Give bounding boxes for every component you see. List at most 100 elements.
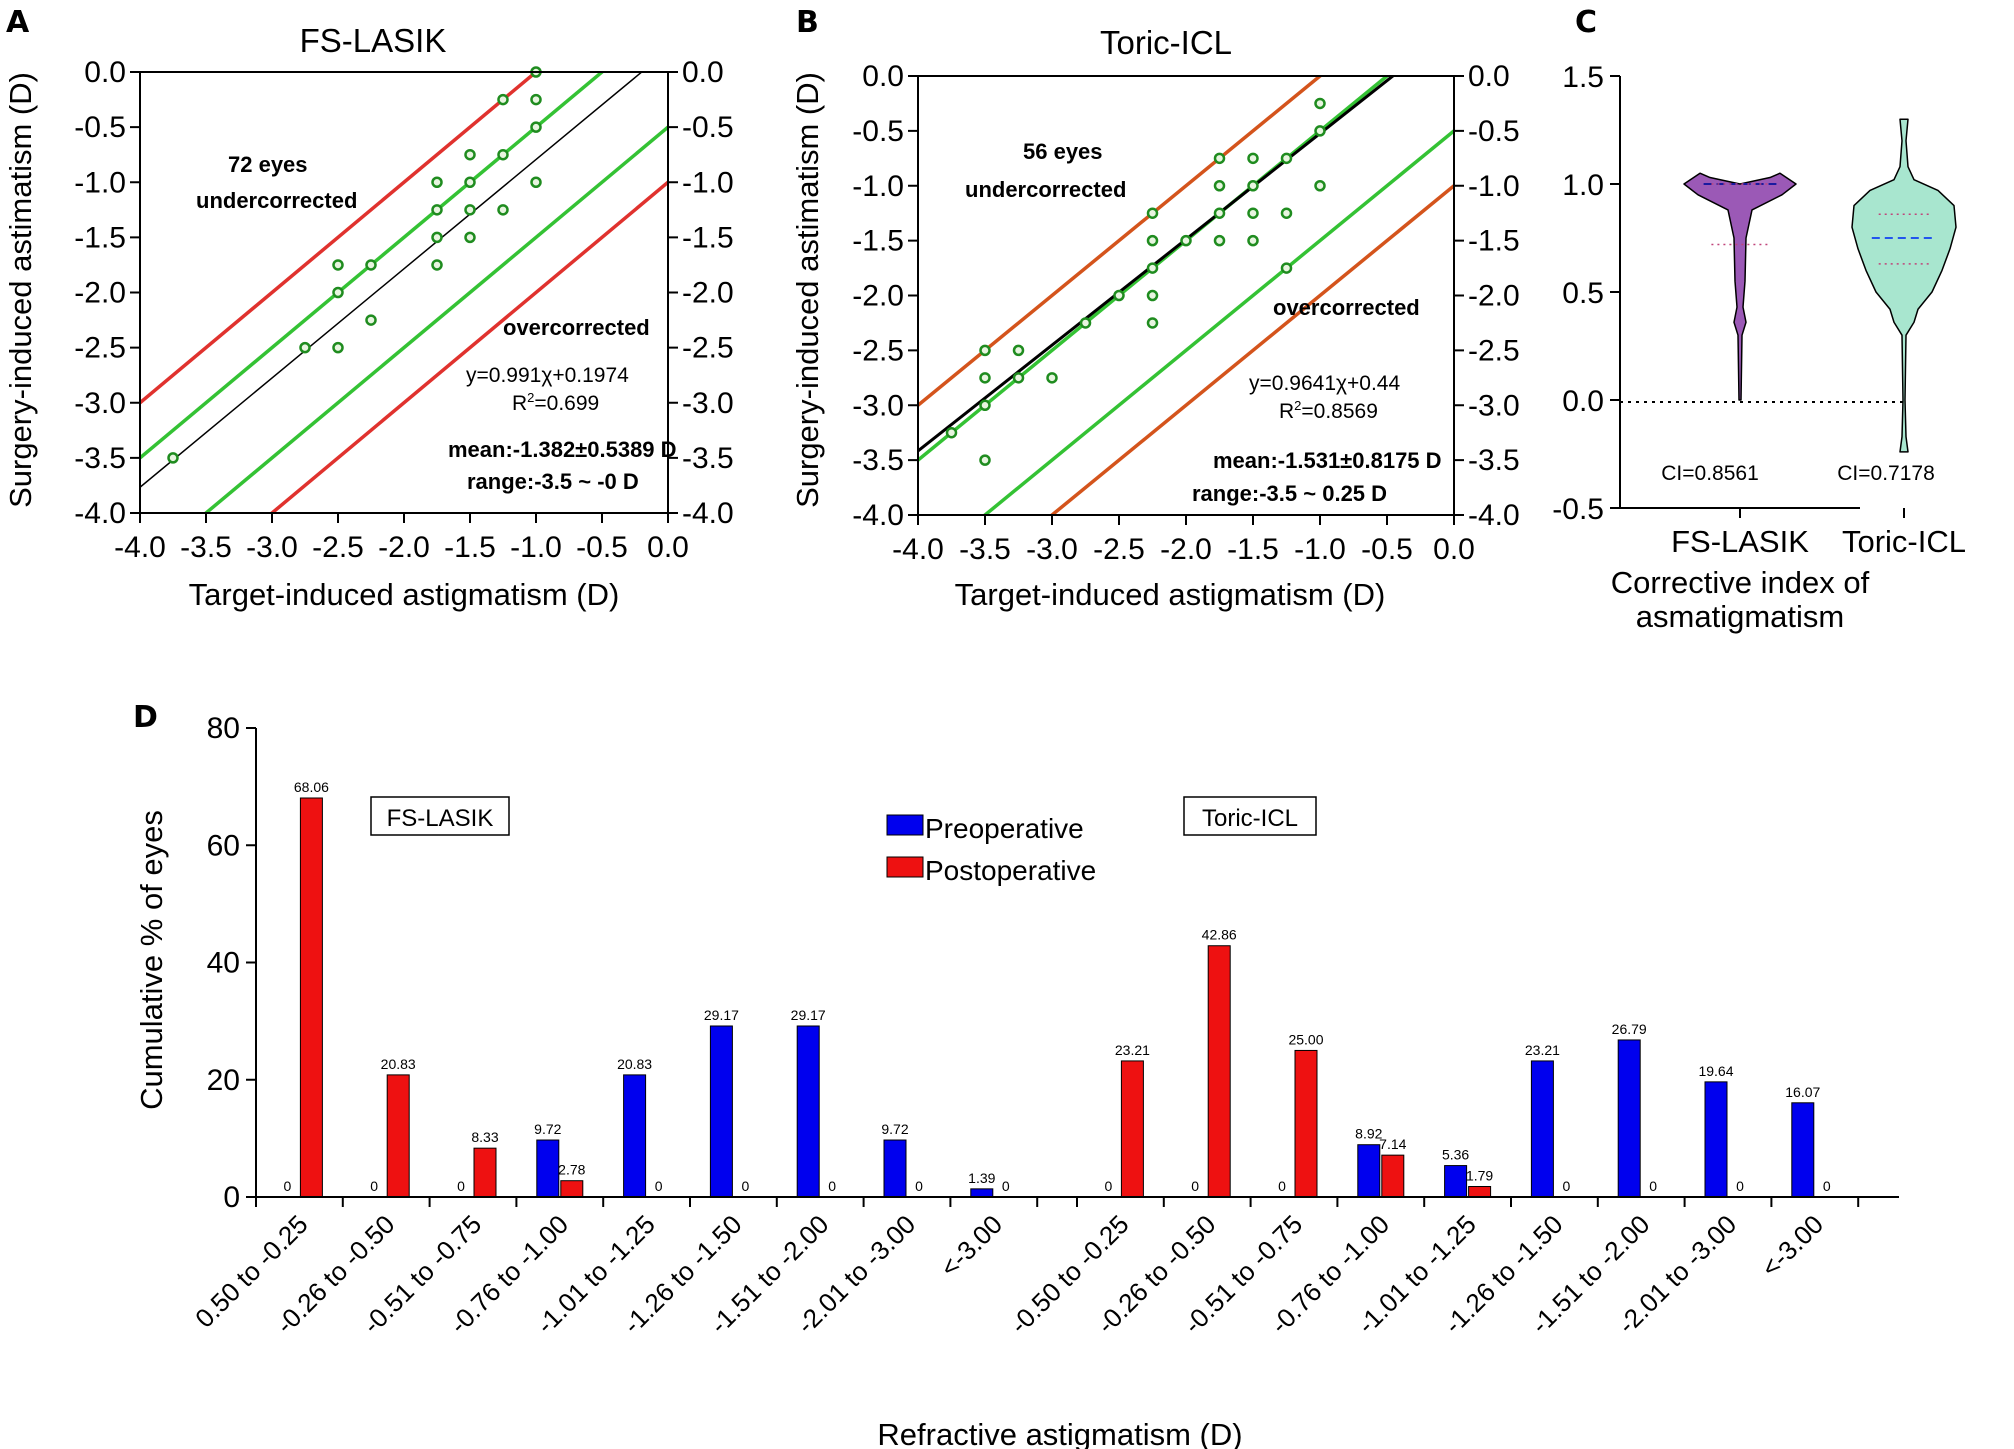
panel-b-undercorrected-label: undercorrected — [965, 177, 1126, 202]
b-data-point — [1247, 152, 1259, 165]
b-data-point — [979, 344, 991, 357]
panel-b-eye-count: 56 eyes — [1023, 139, 1103, 164]
panel-c-ci-label-fs-lasik: CI=0.8561 — [1661, 462, 1759, 485]
y-tick-label: 0 — [223, 1181, 240, 1214]
a-data-point — [464, 204, 476, 216]
panel-d-group-label-toric-icl: Toric-ICL — [1202, 805, 1298, 832]
bar-preoperative — [623, 1074, 647, 1198]
panel-c-y-ticks: 1.5 1.0 0.5 0.0 -0.5 — [1552, 61, 1620, 526]
panel-a-x-axis-label: Target-induced astigmatism (D) — [189, 577, 620, 612]
data-label-postoperative: 1.79 — [1466, 1168, 1493, 1184]
data-label-preoperative: 0 — [1278, 1178, 1286, 1194]
b-reference-line-3 — [1049, 184, 1454, 515]
x-tick-label: -3.0 — [246, 531, 298, 564]
panel-b-x-ticks: -4.0 -3.5 -3.0 -2.5 -2.0 -1.5 -1.0 -0.5 0.0 — [892, 515, 1475, 566]
y-tick-label-right: -1.5 — [682, 221, 734, 254]
bar-postoperative — [1468, 1186, 1492, 1198]
panel-a-overcorrected-label: overcorrected — [503, 315, 650, 340]
y-tick-label-right: -2.5 — [682, 332, 734, 365]
b-data-point — [979, 372, 991, 384]
data-label-preoperative: 0 — [284, 1178, 292, 1194]
panel-letter-d: D — [133, 700, 158, 735]
b-data-point — [979, 454, 991, 466]
b-data-point — [945, 426, 958, 439]
b-data-point — [1146, 207, 1159, 219]
y-tick-label-left: -3.0 — [74, 387, 126, 420]
a-reference-line-3 — [269, 180, 668, 513]
b-data-point — [1213, 180, 1226, 192]
x-tick-label: 0.0 — [647, 531, 689, 564]
b-data-point — [1213, 152, 1226, 165]
y-tick-label: 80 — [207, 712, 240, 745]
panel-d-y-ticks: 80 60 40 20 0 — [207, 712, 256, 1214]
data-label-postoperative: 68.06 — [294, 779, 329, 795]
a-data-point — [464, 176, 476, 188]
y-tick-label-right: -2.0 — [1468, 280, 1520, 313]
data-label-preoperative: 0 — [1191, 1178, 1199, 1194]
a-data-point — [530, 93, 542, 106]
b-data-point — [1113, 289, 1125, 302]
b-data-point — [1314, 97, 1326, 110]
a-data-point — [332, 286, 344, 299]
a-data-point — [464, 231, 476, 244]
y-tick-label-left: -2.0 — [852, 280, 904, 313]
panel-d-legend: Preoperative Postoperative — [886, 813, 1096, 886]
y-tick-label-left: -1.0 — [74, 166, 126, 199]
y-tick-label: 1.5 — [1562, 61, 1604, 94]
y-tick-label: 0.0 — [1562, 385, 1604, 418]
y-tick-label-right: -3.0 — [1468, 389, 1520, 422]
panel-a-y-ticks-right: 0.0 -0.5 -1.0 -1.5 -2.0 -2.5 -3.0 -3.5 -4.0 — [668, 56, 734, 530]
panel-a-points — [167, 66, 542, 464]
bar-preoperative — [1530, 1060, 1554, 1198]
b-data-point — [1146, 262, 1159, 274]
panel-a-y-axis-label: Surgery-induced astimatism (D) — [3, 72, 38, 508]
x-tick-label: -2.5 — [1093, 533, 1145, 566]
panel-c-violins — [1683, 118, 1957, 453]
b-data-point — [1280, 262, 1293, 274]
panel-d-group-label-fs-lasik: FS-LASIK — [387, 805, 494, 832]
bar-preoperative — [1444, 1165, 1468, 1198]
bar-preoperative — [1617, 1039, 1641, 1198]
x-category-label: <-3.00 — [1755, 1209, 1829, 1283]
panel-d-data-labels: 0 68.06 0 20.83 0 8.33 9.72 2.78 20.83 0 29.17 0 29.… — [284, 779, 1831, 1194]
data-label-preoperative: 16.07 — [1785, 1084, 1820, 1100]
b-data-point — [1247, 180, 1259, 192]
data-label-postoperative: 25.00 — [1288, 1031, 1323, 1047]
a-data-point — [431, 259, 443, 271]
y-tick-label-right: -1.0 — [682, 166, 734, 199]
b-data-point — [1247, 207, 1259, 219]
y-tick-label-right: -4.0 — [682, 497, 734, 530]
panel-b-points — [945, 97, 1326, 466]
b-data-point — [1314, 180, 1326, 192]
a-data-point — [332, 341, 344, 354]
x-tick-label: 0.0 — [1433, 533, 1475, 566]
b-data-point — [1146, 289, 1159, 302]
b-data-point — [1012, 372, 1025, 384]
data-label-postoperative: 0 — [1563, 1178, 1571, 1194]
b-data-point — [979, 399, 991, 411]
data-label-preoperative: 23.21 — [1525, 1042, 1560, 1058]
y-tick-label-right: 0.0 — [682, 56, 724, 89]
panel-b-y-axis-label: Surgery-induced astimatism (D) — [790, 72, 825, 508]
a-data-point — [431, 231, 443, 244]
data-label-preoperative: 26.79 — [1612, 1021, 1647, 1037]
data-label-postoperative: 0 — [1002, 1178, 1010, 1194]
data-label-preoperative: 29.17 — [704, 1007, 739, 1023]
bar-postoperative — [1381, 1154, 1405, 1198]
bar-postoperative — [299, 797, 323, 1198]
y-tick-label-left: -4.0 — [74, 497, 126, 530]
y-tick-label-left: -0.5 — [74, 111, 126, 144]
b-data-point — [1213, 234, 1226, 247]
panel-d-x-ticks — [255, 1197, 1860, 1207]
panel-a-reference-lines — [140, 72, 668, 513]
bar-preoperative — [1357, 1144, 1381, 1198]
b-data-point — [1213, 207, 1226, 219]
panel-a-scatter: FS-LASIK -4.0 -3.5 -3.0 -2.5 -2.0 -1.5 -1.0 -0.… — [3, 22, 734, 612]
a-data-point — [497, 204, 509, 216]
y-tick-label-right: -2.0 — [682, 277, 734, 310]
panel-b-title: Toric-ICL — [1100, 24, 1232, 61]
bar-preoperative — [536, 1139, 560, 1198]
legend-swatch-preoperative — [886, 814, 924, 836]
y-tick-label-left: -3.0 — [852, 389, 904, 422]
y-tick-label-right: -3.0 — [682, 387, 734, 420]
